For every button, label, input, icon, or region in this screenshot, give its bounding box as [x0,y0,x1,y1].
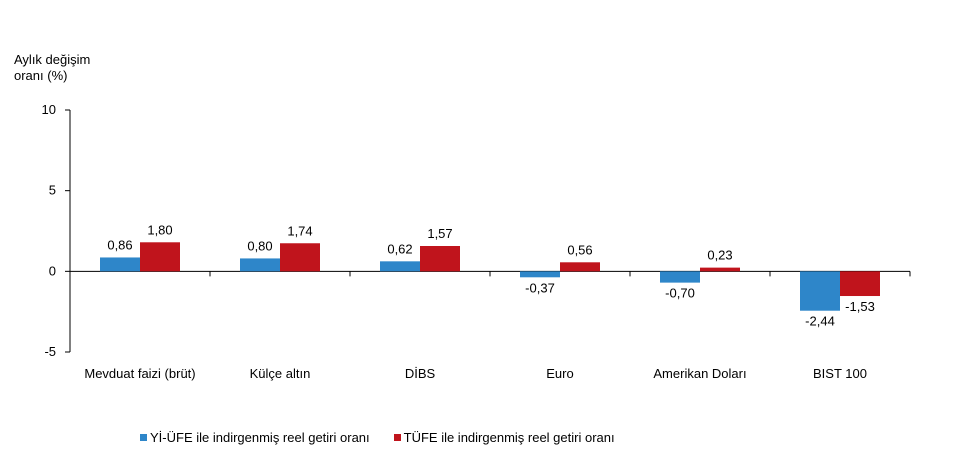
category-label: BIST 100 [813,366,867,381]
bar [280,243,320,272]
legend-item-tufe: TÜFE ile indirgenmiş reel getiri oranı [393,430,615,445]
y-axis-title-line-1: Aylık değişim [14,52,91,67]
bar [100,257,140,272]
bar [840,271,880,297]
category-label: Külçe altın [250,366,311,381]
bar [700,267,740,272]
category-label: DİBS [405,366,436,381]
data-label: 1,74 [287,223,312,238]
legend-swatch-yi-ufe [140,434,147,441]
legend: Yİ-ÜFE ile indirgenmiş reel getiri oranı… [140,430,639,445]
bar [800,271,840,311]
y-tick-label: -5 [44,344,56,359]
bar [380,261,420,272]
legend-label-yi-ufe: Yİ-ÜFE ile indirgenmiş reel getiri oranı [150,430,370,445]
legend-swatch-tufe [393,434,401,441]
bar [520,271,560,278]
data-label: -0,37 [525,280,555,295]
data-label: 0,80 [247,238,272,253]
y-axis-title-line-2: oranı (%) [14,68,68,83]
data-label: 0,23 [707,248,732,263]
legend-item-yi-ufe: Yİ-ÜFE ile indirgenmiş reel getiri oranı [140,430,370,445]
category-label: Mevduat faizi (brüt) [84,366,195,381]
bar [420,246,460,272]
y-tick-label: 5 [49,183,56,198]
data-label: 1,80 [147,222,172,237]
bar [560,262,600,272]
data-label: -1,53 [845,299,875,314]
data-label: -0,70 [665,286,695,301]
legend-label-tufe: TÜFE ile indirgenmiş reel getiri oranı [403,430,615,445]
data-label: 1,57 [427,226,452,241]
y-tick-label: 10 [42,102,56,117]
category-label: Amerikan Doları [653,366,746,381]
category-label: Euro [546,366,573,381]
y-axis-title: Aylık değişim oranı (%) [14,52,90,84]
data-label: -2,44 [805,314,835,329]
data-label: 0,56 [567,242,592,257]
data-label: 0,62 [387,241,412,256]
bar [660,271,700,283]
bar [140,242,180,272]
bar [240,258,280,272]
y-tick-label: 0 [49,263,56,278]
data-label: 0,86 [107,237,132,252]
